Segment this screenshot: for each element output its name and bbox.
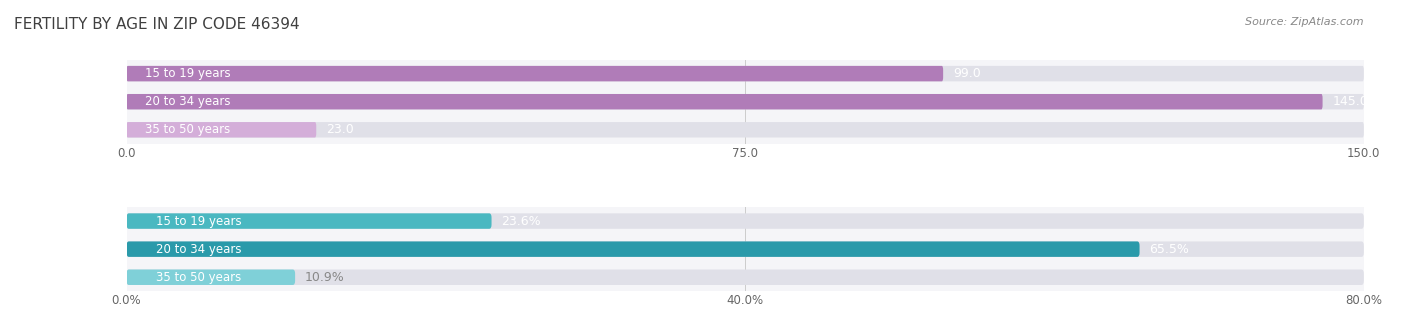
FancyBboxPatch shape [127,213,1364,229]
Text: 23.6%: 23.6% [502,214,541,228]
Text: 35 to 50 years: 35 to 50 years [156,271,242,284]
FancyBboxPatch shape [127,94,1323,110]
Text: 23.0: 23.0 [326,123,354,136]
Text: 145.0: 145.0 [1333,95,1368,108]
Text: 65.5%: 65.5% [1150,243,1189,256]
FancyBboxPatch shape [127,94,1364,110]
Text: 10.9%: 10.9% [305,271,344,284]
Text: 15 to 19 years: 15 to 19 years [156,214,242,228]
Text: FERTILITY BY AGE IN ZIP CODE 46394: FERTILITY BY AGE IN ZIP CODE 46394 [14,17,299,31]
FancyBboxPatch shape [127,241,1364,257]
Text: 35 to 50 years: 35 to 50 years [145,123,231,136]
FancyBboxPatch shape [127,122,316,137]
Text: 20 to 34 years: 20 to 34 years [145,95,231,108]
FancyBboxPatch shape [127,66,943,81]
Text: Source: ZipAtlas.com: Source: ZipAtlas.com [1246,17,1364,26]
FancyBboxPatch shape [127,122,1364,137]
FancyBboxPatch shape [127,269,1364,285]
Text: 99.0: 99.0 [953,67,981,80]
Text: 15 to 19 years: 15 to 19 years [145,67,231,80]
FancyBboxPatch shape [127,269,295,285]
FancyBboxPatch shape [127,213,492,229]
Text: 20 to 34 years: 20 to 34 years [156,243,242,256]
FancyBboxPatch shape [127,241,1140,257]
FancyBboxPatch shape [127,66,1364,81]
